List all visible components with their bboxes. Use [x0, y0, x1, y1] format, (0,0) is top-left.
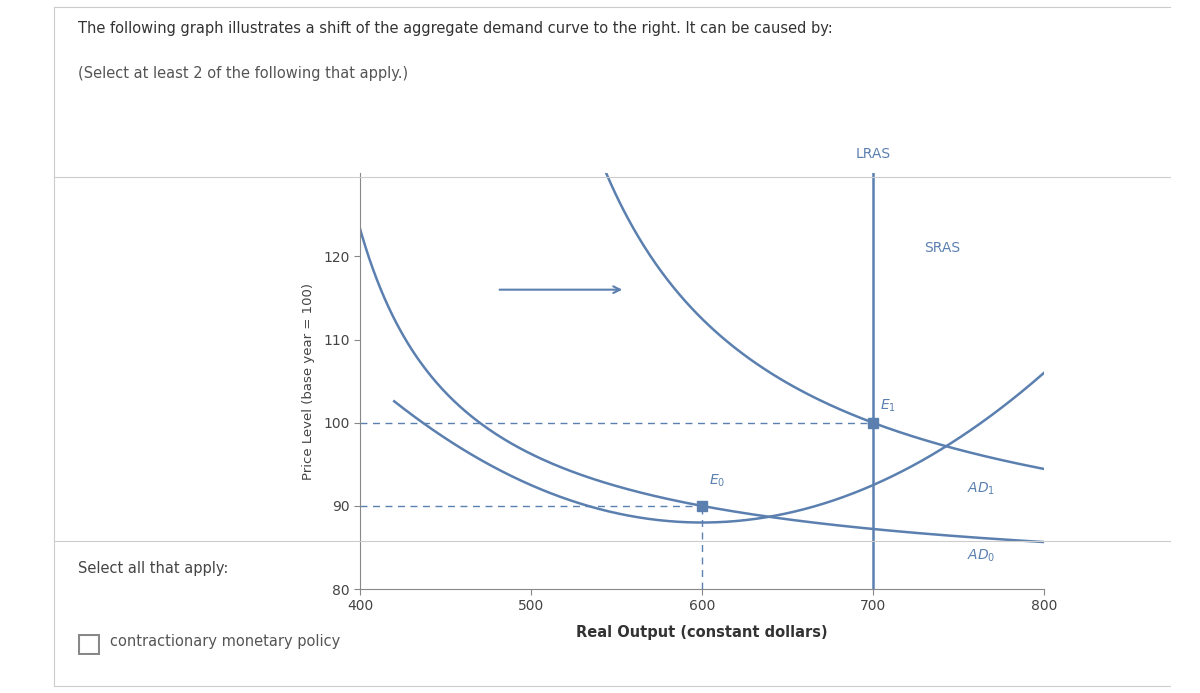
Text: (Select at least 2 of the following that apply.): (Select at least 2 of the following that…	[78, 66, 408, 81]
Text: $E_1$: $E_1$	[880, 398, 896, 414]
Text: $AD_1$: $AD_1$	[967, 481, 995, 498]
Text: LRAS: LRAS	[856, 147, 890, 161]
Text: The following graph illustrates a shift of the aggregate demand curve to the rig: The following graph illustrates a shift …	[78, 21, 833, 36]
Text: $E_0$: $E_0$	[709, 473, 725, 489]
X-axis label: Real Output (constant dollars): Real Output (constant dollars)	[576, 624, 828, 640]
Text: $AD_0$: $AD_0$	[967, 547, 996, 564]
Text: contractionary monetary policy: contractionary monetary policy	[110, 634, 341, 649]
Y-axis label: Price Level (base year = 100): Price Level (base year = 100)	[301, 283, 314, 480]
Text: Select all that apply:: Select all that apply:	[78, 561, 228, 577]
Text: SRAS: SRAS	[924, 241, 960, 255]
